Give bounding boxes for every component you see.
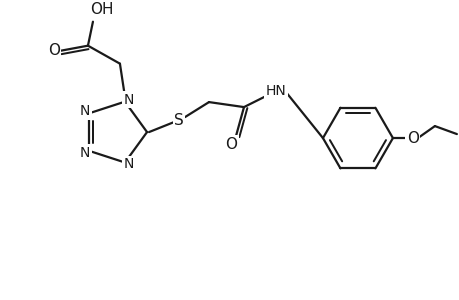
Text: N: N [123,158,134,172]
Text: HN: HN [265,84,286,98]
Text: O: O [224,136,236,152]
Text: O: O [406,130,418,146]
Text: N: N [80,104,90,118]
Text: OH: OH [90,2,113,17]
Text: O: O [48,43,60,58]
Text: N: N [123,93,134,107]
Text: N: N [80,146,90,160]
Text: S: S [174,112,184,128]
